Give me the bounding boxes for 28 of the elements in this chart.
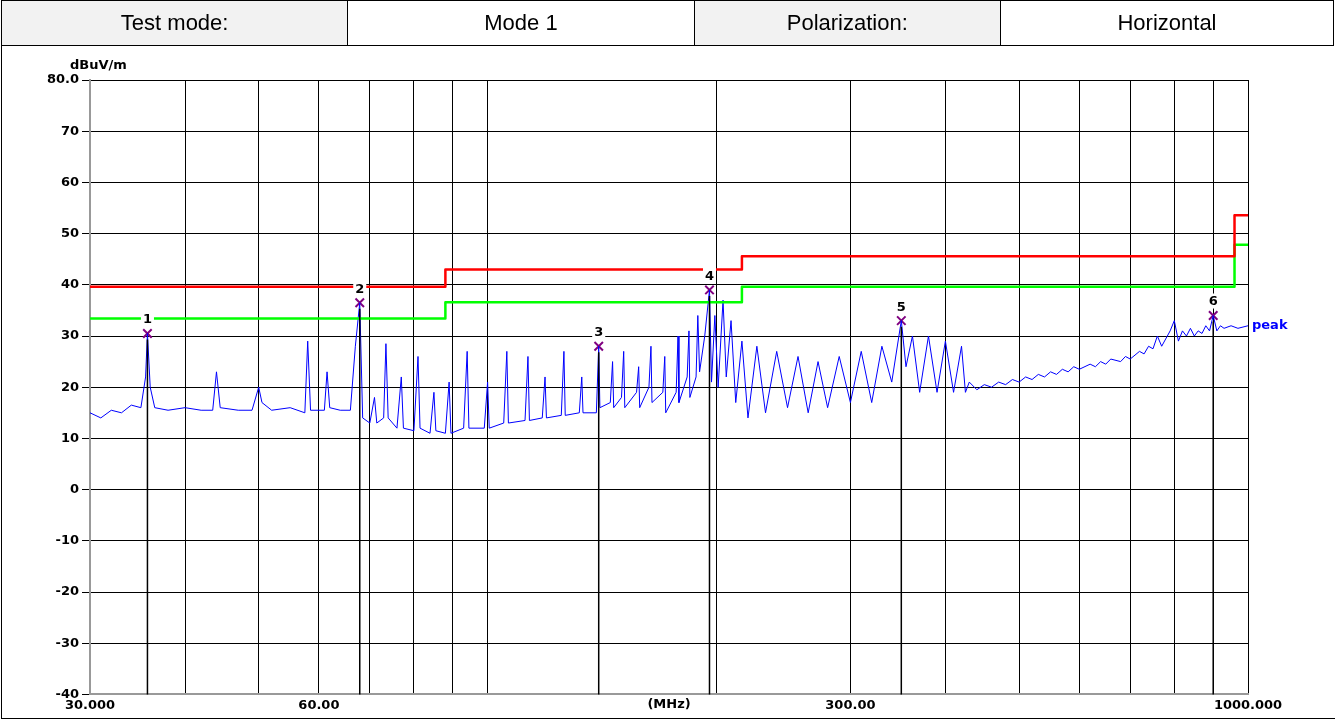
annotation: 1 xyxy=(142,311,152,327)
text: Horizontal xyxy=(1000,0,1334,46)
y-tick-label: 70 xyxy=(60,122,79,138)
text: Polarization: xyxy=(694,0,1001,46)
y-tick-label: 30 xyxy=(60,327,79,343)
series-label: peak xyxy=(1252,317,1288,333)
y-tick-label: -10 xyxy=(55,532,79,548)
y-tick-label: 60 xyxy=(60,173,79,189)
x-tick-label: 1000.000 xyxy=(1213,696,1283,712)
annotation: 6 xyxy=(1208,293,1218,309)
y-tick-label: 80.0 xyxy=(46,71,79,87)
annotation: 2 xyxy=(355,280,365,296)
text: Mode 1 xyxy=(347,0,695,46)
y-tick-label: 20 xyxy=(60,378,79,394)
y-tick-label: -30 xyxy=(55,634,79,650)
annotation: 5 xyxy=(896,298,906,314)
x-axis-title: (MHz) xyxy=(647,696,691,712)
y-tick-label: 10 xyxy=(60,429,79,445)
annotation: 4 xyxy=(704,267,715,283)
annotation: 3 xyxy=(594,324,604,340)
y-axis-title: dBuV/m xyxy=(70,56,127,72)
text: Test mode: xyxy=(1,0,348,46)
y-tick-label: 40 xyxy=(60,276,79,292)
y-tick-label: -20 xyxy=(55,583,79,599)
x-tick-label: 60.00 xyxy=(298,696,340,712)
x-tick-label: 300.00 xyxy=(825,696,876,712)
y-tick-label: 50 xyxy=(60,224,79,240)
y-tick-label: 0 xyxy=(69,480,79,496)
